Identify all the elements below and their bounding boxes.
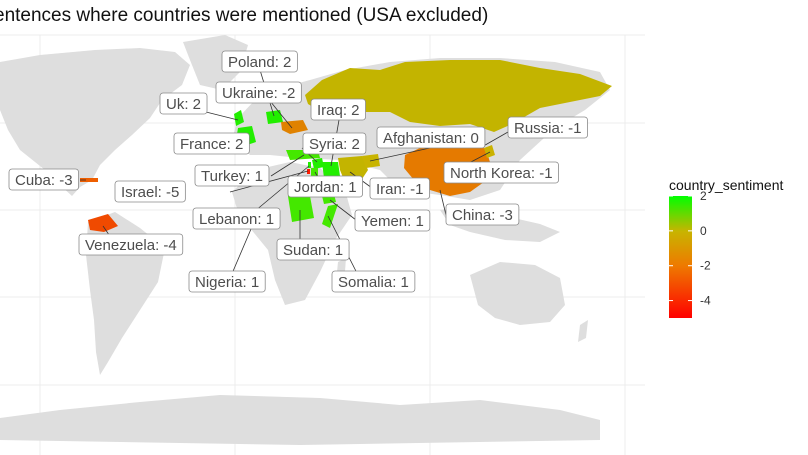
label-box — [221, 50, 298, 73]
country-labels: Poland: 2 Ukraine: -2 Iraq: 2 Uk: 2 France: … — [8, 50, 588, 293]
country-label-text: Israel: -5 — [121, 184, 179, 201]
country-label-text: Somalia: 1 — [338, 274, 409, 291]
country-label-text: Sudan: 1 — [283, 242, 343, 259]
country-label: Iraq: 2 — [310, 98, 366, 121]
country-label: Israel: -5 — [114, 180, 186, 203]
country-label-text: Turkey: 1 — [201, 168, 263, 185]
country-iraq — [322, 162, 340, 178]
country-label: Lebanon: 1 — [192, 207, 281, 230]
legend-ticks: 2 0 -2 -4 — [669, 189, 711, 308]
country-somalia — [322, 204, 338, 228]
greenland-shape — [183, 35, 248, 90]
label-box — [8, 168, 79, 191]
label-box — [159, 92, 208, 115]
label-box — [443, 161, 559, 184]
country-label-text: Cuba: -3 — [15, 172, 73, 189]
legend-colorbar — [669, 196, 692, 318]
country-label-text: Syria: 2 — [309, 136, 360, 153]
legend: country_sentiment 2 0 -2 -4 — [669, 177, 784, 318]
label-box — [445, 203, 520, 226]
chart-title: entences where countries were mentioned … — [0, 5, 489, 26]
country-israel — [307, 169, 310, 174]
legend-tick-label: 2 — [700, 189, 707, 203]
country-label-text: Venezuela: -4 — [85, 237, 177, 254]
label-box — [331, 270, 416, 293]
country-label-text: Iran: -1 — [376, 181, 424, 198]
country-label-text: Poland: 2 — [228, 54, 291, 71]
country-label: France: 2 — [173, 132, 250, 155]
country-iran — [338, 156, 368, 182]
country-label: Sudan: 1 — [276, 238, 350, 261]
country-venezuela — [88, 214, 118, 232]
africa-shape — [232, 162, 352, 305]
label-box — [194, 164, 270, 187]
label-box — [310, 98, 366, 121]
country-label-text: Lebanon: 1 — [199, 211, 274, 228]
country-uk — [234, 110, 244, 126]
country-poland — [266, 110, 283, 124]
label-box — [215, 81, 302, 104]
country-label: Syria: 2 — [302, 132, 367, 155]
country-label: Russia: -1 — [507, 116, 588, 139]
label-box — [192, 207, 281, 230]
antarctica-shape — [0, 395, 600, 445]
country-label-text: North Korea: -1 — [450, 165, 553, 182]
country-label: North Korea: -1 — [443, 161, 559, 184]
new-zealand-shape — [578, 320, 588, 342]
country-label-text: Russia: -1 — [514, 120, 582, 137]
country-ukraine — [281, 120, 308, 134]
label-box — [302, 132, 367, 155]
country-russia — [305, 60, 612, 132]
legend-tick-label: -4 — [700, 294, 711, 308]
country-label: Uk: 2 — [159, 92, 208, 115]
country-label: Cuba: -3 — [8, 168, 79, 191]
country-label: Yemen: 1 — [354, 209, 431, 232]
label-box — [173, 132, 250, 155]
country-syria — [312, 158, 324, 169]
north-america-shape — [0, 48, 190, 196]
country-lebanon — [308, 162, 311, 168]
label-box — [507, 116, 588, 139]
country-label: Iran: -1 — [369, 177, 430, 200]
country-label-text: China: -3 — [452, 207, 513, 224]
label-box — [376, 126, 486, 149]
country-label-text: Yemen: 1 — [361, 213, 424, 230]
legend-tick-label: 0 — [700, 224, 707, 238]
country-label-text: France: 2 — [180, 136, 243, 153]
country-label-text: Iraq: 2 — [317, 102, 360, 119]
country-label: Venezuela: -4 — [78, 233, 184, 256]
label-box — [188, 270, 266, 293]
country-label-text: Afghanistan: 0 — [383, 130, 479, 147]
country-label: Ukraine: -2 — [215, 81, 302, 104]
label-box — [276, 238, 350, 261]
label-box — [369, 177, 430, 200]
label-box — [78, 233, 184, 256]
legend-tick-label: -2 — [700, 259, 711, 273]
country-label-text: Jordan: 1 — [294, 179, 357, 196]
country-label: Afghanistan: 0 — [376, 126, 486, 149]
country-label-text: Nigeria: 1 — [195, 274, 259, 291]
country-label-text: Uk: 2 — [166, 96, 201, 113]
country-label: Jordan: 1 — [287, 175, 363, 198]
country-label: Turkey: 1 — [194, 164, 270, 187]
label-box — [354, 209, 431, 232]
country-label-text: Ukraine: -2 — [222, 85, 295, 102]
australia-shape — [470, 262, 565, 325]
country-label: China: -3 — [445, 203, 520, 226]
country-cuba — [80, 178, 98, 182]
country-sudan — [288, 196, 314, 222]
country-label: Somalia: 1 — [331, 270, 416, 293]
label-box — [287, 175, 363, 198]
country-label: Nigeria: 1 — [188, 270, 266, 293]
country-label: Poland: 2 — [221, 50, 298, 73]
country-north-korea — [484, 145, 495, 158]
label-box — [114, 180, 186, 203]
legend-title: country_sentiment — [669, 177, 784, 193]
